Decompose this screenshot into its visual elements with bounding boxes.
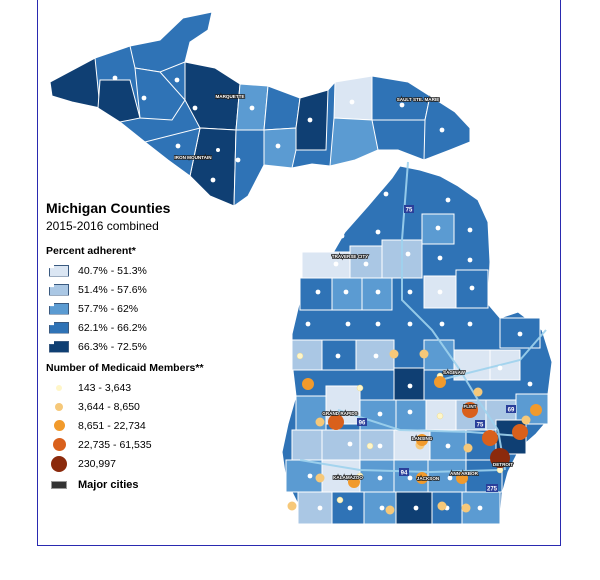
member-class-2: 8,651 - 22,734	[46, 416, 276, 435]
map-frame	[37, 0, 561, 546]
i-69-label: 69	[508, 408, 515, 414]
adherence-class-label: 66.3% - 72.5%	[78, 340, 147, 353]
major-cities-key: Major cities	[46, 475, 276, 494]
city-saginaw: SAGINAW	[443, 370, 466, 375]
i-75-south-label: 75	[477, 423, 484, 429]
i-94-label: 94	[401, 471, 408, 477]
legend-title: Michigan Counties	[46, 200, 171, 216]
city-iron-mountain: IRON MOUNTAIN	[174, 155, 212, 160]
city-detroit: DETROIT	[493, 462, 513, 467]
adherence-class-label: 62.1% - 66.2%	[78, 321, 147, 334]
member-class-4: 230,997	[46, 454, 276, 473]
city-flint: FLINT	[463, 404, 476, 409]
city-label-symbol	[51, 480, 67, 489]
adherence-swatch	[49, 321, 69, 334]
member-class-label: 230,997	[78, 457, 116, 470]
member-class-label: 22,735 - 61,535	[78, 438, 152, 451]
member-dot	[52, 438, 66, 451]
members-heading: Number of Medicaid Members**	[46, 362, 204, 374]
adherence-swatch	[49, 340, 69, 353]
adherence-class-label: 40.7% - 51.3%	[78, 264, 147, 277]
city-kalamazoo: KALAMAZOO	[333, 475, 363, 480]
city-traverse-city: TRAVERSE CITY	[332, 254, 368, 259]
i-96-label: 96	[359, 421, 366, 427]
i-275-label: 275	[487, 487, 498, 493]
city-lansing: LANSING	[412, 436, 433, 441]
city-grand-rapids: GRAND RAPIDS	[322, 411, 357, 416]
member-classes: 143 - 3,643 3,644 - 8,650 8,651 - 22,734 22…	[46, 378, 276, 473]
adherence-class-label: 57.7% - 62%	[78, 302, 139, 315]
member-class-label: 143 - 3,643	[78, 381, 132, 394]
adherence-class-2: 57.7% - 62%	[46, 299, 276, 318]
adherence-class-0: 40.7% - 51.3%	[46, 261, 276, 280]
county-dots	[112, 38, 533, 511]
adherence-class-4: 66.3% - 72.5%	[46, 337, 276, 356]
major-cities-label: Major cities	[78, 478, 139, 491]
member-dot	[56, 384, 62, 391]
adherence-classes: 40.7% - 51.3% 51.4% - 57.6% 57.7% - 62% 62.…	[46, 261, 276, 356]
i-75-north-label: 75	[406, 208, 413, 214]
map-legend: Michigan Counties 2015-2016 combined Per…	[46, 200, 276, 494]
city-jackson: JACKSON	[417, 476, 440, 481]
city-marquette: MARQUETTE	[215, 94, 244, 99]
member-dot	[53, 420, 65, 431]
adherence-swatch	[49, 264, 69, 277]
interstate-shields: 75 96 69 94 75 275	[357, 205, 516, 493]
adherence-swatch	[49, 283, 69, 296]
city-ann-arbor: ANN ARBOR	[450, 471, 479, 476]
legend-subtitle: 2015-2016 combined	[46, 219, 159, 233]
adherence-class-3: 62.1% - 66.2%	[46, 318, 276, 337]
member-class-0: 143 - 3,643	[46, 378, 276, 397]
member-class-label: 8,651 - 22,734	[78, 419, 146, 432]
member-dot	[51, 455, 67, 472]
member-class-label: 3,644 - 8,650	[78, 400, 140, 413]
adherence-swatch	[49, 302, 69, 315]
member-dot	[55, 402, 63, 411]
member-class-1: 3,644 - 8,650	[46, 397, 276, 416]
adherence-class-label: 51.4% - 57.6%	[78, 283, 147, 296]
adherence-heading: Percent adherent*	[46, 245, 136, 257]
adherence-class-1: 51.4% - 57.6%	[46, 280, 276, 299]
member-class-3: 22,735 - 61,535	[46, 435, 276, 454]
city-sault-ste-marie: SAULT STE. MARIE	[397, 97, 440, 102]
